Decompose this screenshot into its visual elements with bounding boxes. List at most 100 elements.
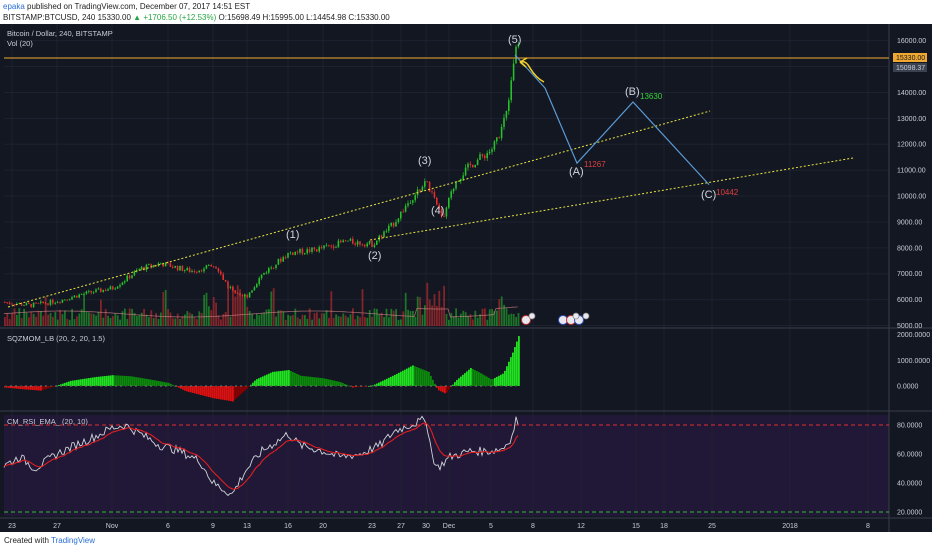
- squeeze-dot: [510, 385, 512, 387]
- volume-bar: [337, 316, 340, 326]
- candle-body: [428, 181, 431, 192]
- candle-body: [35, 302, 37, 304]
- candle-body: [78, 294, 80, 298]
- candle-body: [227, 281, 229, 288]
- rsi-ema-line: [3, 422, 519, 490]
- volume-bar: [23, 308, 25, 326]
- volume-bar: [73, 319, 76, 326]
- squeeze-dot: [515, 385, 517, 387]
- momentum-bar: [34, 386, 36, 391]
- footer-bar: Created with TradingView: [0, 532, 932, 550]
- squeeze-dot: [30, 385, 32, 387]
- squeeze-dot: [210, 385, 212, 387]
- squeeze-dot: [85, 385, 87, 387]
- candle-body: [450, 191, 452, 198]
- candle-body: [457, 181, 460, 182]
- volume-bar: [335, 314, 337, 326]
- volume-bar: [268, 309, 270, 326]
- candle-body: [337, 240, 340, 248]
- momentum-bar: [142, 378, 144, 386]
- momentum-bar: [482, 374, 484, 386]
- grid-lines: [4, 24, 889, 518]
- candle-body: [493, 141, 496, 150]
- author-link[interactable]: epaka: [3, 2, 25, 11]
- momentum-bar: [212, 386, 214, 399]
- momentum-bar: [202, 386, 204, 396]
- volume-bar: [496, 310, 498, 326]
- squeeze-dot: [215, 385, 217, 387]
- rsi-zone-fill: [4, 415, 889, 516]
- event-markers[interactable]: [521, 312, 590, 325]
- momentum-bar: [256, 379, 258, 386]
- candle-body: [145, 264, 148, 271]
- momentum-bar: [58, 384, 60, 386]
- momentum-bar: [184, 386, 186, 391]
- momentum-bar: [240, 386, 242, 395]
- momentum-bar: [396, 373, 398, 386]
- sqz-axis[interactable]: 2000.0000 1000.0000 0.0000: [897, 332, 930, 390]
- momentum-bar: [100, 376, 102, 386]
- rsi-axis[interactable]: 80.0000 60.0000 40.0000 20.0000: [897, 423, 922, 517]
- candle-body: [385, 230, 388, 232]
- volume-bar: [83, 294, 85, 326]
- volume-bar: [164, 289, 167, 326]
- momentum-bar: [416, 367, 418, 386]
- momentum-bar: [28, 386, 30, 390]
- event-count-icon[interactable]: [572, 312, 580, 320]
- volume-bar: [296, 317, 299, 326]
- volume-bar: [203, 294, 205, 326]
- squeeze-dot: [115, 385, 117, 387]
- squeeze-dot: [335, 385, 337, 387]
- candle-body: [124, 281, 126, 283]
- volume-bar: [212, 297, 215, 326]
- momentum-bar: [378, 382, 380, 386]
- momentum-bar: [304, 376, 306, 386]
- candle-body: [121, 282, 124, 285]
- squeeze-dot: [390, 385, 392, 387]
- candle-body: [251, 290, 253, 293]
- momentum-bar: [384, 379, 386, 386]
- volume-bar: [282, 311, 285, 326]
- momentum-bar: [80, 379, 82, 386]
- squeeze-dot: [45, 385, 47, 387]
- event-count-icon[interactable]: [528, 312, 536, 320]
- tradingview-logo-link[interactable]: TradingView: [51, 536, 96, 545]
- volume-bar: [169, 312, 172, 326]
- candle-body: [203, 268, 205, 272]
- momentum-bar: [292, 371, 294, 386]
- volume-bar: [289, 315, 292, 326]
- momentum-bar: [92, 377, 94, 386]
- volume-bar: [11, 313, 13, 326]
- momentum-bar: [30, 386, 32, 390]
- candle-body: [40, 301, 42, 304]
- candle-body: [426, 181, 428, 183]
- candle-body: [210, 265, 212, 267]
- candle-body: [380, 235, 383, 238]
- rsi-tick-label: 40.0000: [897, 481, 922, 488]
- publish-header: epaka published on TradingView.com, Dece…: [0, 0, 932, 24]
- candle-body: [205, 265, 208, 269]
- momentum-bar: [10, 386, 12, 389]
- momentum-bar: [42, 386, 44, 391]
- candle-body: [354, 243, 356, 245]
- momentum-bar: [112, 375, 114, 386]
- rsi-tick-label: 20.0000: [897, 510, 922, 517]
- time-axis[interactable]: 23 27 Nov 6 9 13 16 20 23 27 30 Dec 5 8 12 15 18 25 2018 8: [8, 523, 870, 530]
- time-tick-label: 2018: [782, 523, 798, 530]
- event-flag-icon[interactable]: [521, 315, 531, 325]
- volume-bar: [292, 315, 294, 326]
- candle-body: [308, 249, 311, 252]
- squeeze-dot: [185, 385, 187, 387]
- candle-body: [467, 163, 469, 168]
- squeeze-dot: [150, 385, 152, 387]
- squeeze-dot: [130, 385, 132, 387]
- volume-bar: [330, 291, 333, 326]
- momentum-bar: [180, 386, 182, 389]
- candle-body: [184, 270, 186, 271]
- volume-bar: [450, 312, 453, 326]
- event-count-icon[interactable]: [582, 312, 590, 320]
- secondary-price-tag-text: 15098.37: [896, 65, 925, 72]
- momentum-bar: [164, 382, 166, 386]
- momentum-bar: [218, 386, 220, 400]
- candle-body: [4, 302, 6, 304]
